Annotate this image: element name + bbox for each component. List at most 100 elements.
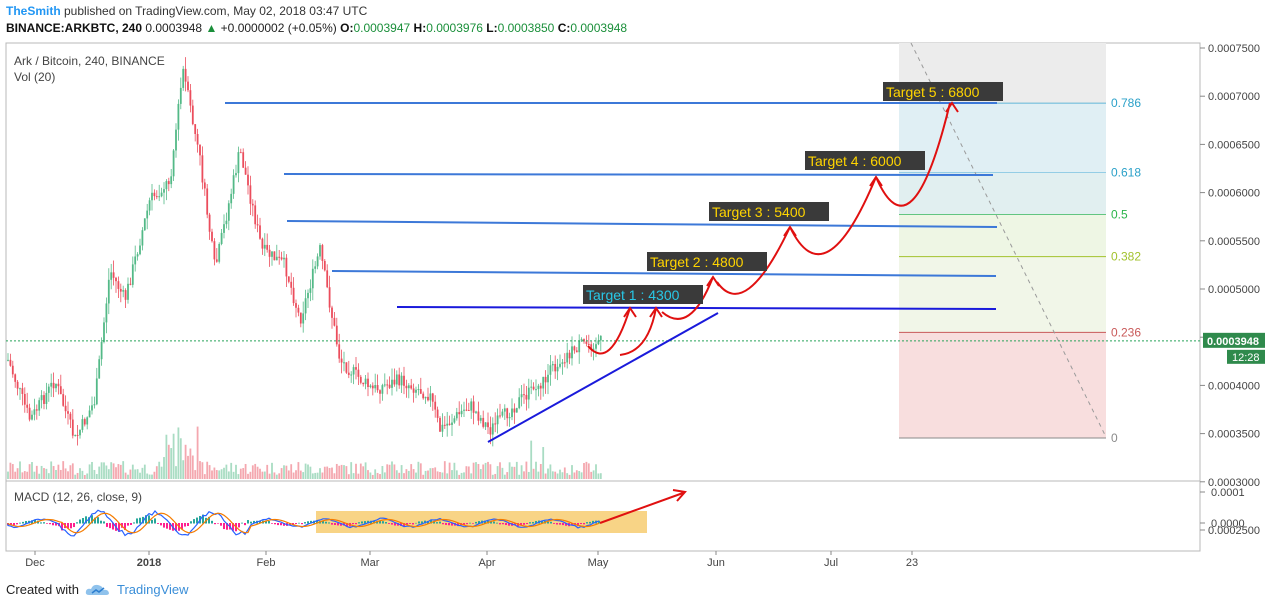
macd-histogram-bar bbox=[550, 521, 552, 524]
price-candle bbox=[67, 411, 69, 414]
price-candle bbox=[386, 384, 389, 386]
price-axis-label: 0.0003000 bbox=[1208, 477, 1260, 489]
price-candle bbox=[175, 129, 177, 151]
price-candle bbox=[16, 381, 19, 389]
price-candle bbox=[179, 87, 182, 104]
tradingview-link[interactable]: TradingView bbox=[116, 582, 189, 597]
price-candle bbox=[335, 325, 338, 345]
close-label: C: bbox=[557, 21, 571, 35]
price-candle bbox=[206, 188, 209, 215]
price-candle bbox=[515, 408, 518, 413]
volume-bar bbox=[187, 455, 189, 479]
price-candle bbox=[107, 279, 110, 304]
macd-histogram-bar bbox=[166, 523, 168, 529]
price-candle bbox=[223, 224, 225, 233]
price-candle bbox=[362, 382, 365, 385]
macd-histogram-bar bbox=[553, 523, 555, 524]
author-name[interactable]: TheSmith bbox=[6, 4, 61, 18]
volume-bar bbox=[136, 469, 139, 479]
volume-bar bbox=[172, 433, 175, 479]
price-candle bbox=[537, 385, 540, 390]
volume-bar bbox=[285, 465, 288, 479]
price-candle bbox=[419, 389, 422, 394]
price-candle bbox=[139, 245, 141, 255]
volume-bar bbox=[424, 470, 427, 479]
macd-histogram-bar bbox=[499, 523, 501, 525]
volume-bar bbox=[259, 468, 261, 479]
volume-bar bbox=[74, 474, 77, 479]
price-candle bbox=[575, 350, 578, 353]
volume-bar bbox=[124, 472, 127, 479]
volume-bar bbox=[458, 474, 461, 479]
price-candle bbox=[225, 220, 228, 225]
macd-histogram-bar bbox=[409, 523, 411, 524]
volume-bar bbox=[129, 469, 132, 479]
volume-bar bbox=[230, 462, 233, 479]
price-candle bbox=[352, 367, 355, 375]
price-candle bbox=[299, 312, 302, 324]
price-candle bbox=[544, 376, 547, 383]
macd-histogram-bar bbox=[478, 521, 480, 524]
volume-bar bbox=[26, 471, 29, 479]
target-label: Target 1 : 4300 bbox=[586, 287, 680, 303]
macd-histogram-bar bbox=[523, 523, 525, 525]
macd-histogram-bar bbox=[232, 523, 234, 531]
volume-bar bbox=[527, 471, 530, 479]
volume-bar bbox=[220, 469, 223, 479]
volume-bar bbox=[352, 473, 355, 479]
price-candle bbox=[326, 270, 329, 288]
volume-bar bbox=[544, 473, 547, 479]
macd-histogram-bar bbox=[514, 523, 516, 526]
price-candle bbox=[585, 341, 588, 344]
macd-histogram-bar bbox=[502, 523, 504, 525]
price-candle bbox=[184, 68, 187, 82]
price-candle bbox=[539, 385, 542, 389]
target-label: Target 5 : 6800 bbox=[886, 84, 980, 100]
macd-histogram-bar bbox=[157, 523, 159, 524]
volume-bar bbox=[561, 472, 564, 479]
macd-histogram-bar bbox=[73, 523, 75, 528]
volume-bar bbox=[436, 471, 439, 479]
price-candle bbox=[55, 383, 57, 389]
price-candle bbox=[484, 422, 487, 427]
volume-bar bbox=[225, 464, 228, 479]
price-candle bbox=[79, 429, 81, 436]
volume-bar bbox=[566, 473, 569, 479]
price-candle bbox=[559, 363, 561, 367]
volume-bar bbox=[331, 467, 333, 479]
price-candle bbox=[405, 385, 408, 389]
macd-histogram-bar bbox=[154, 518, 156, 524]
macd-histogram-bar bbox=[184, 523, 186, 527]
price-candle bbox=[388, 384, 391, 388]
publish-info: published on TradingView.com, May 02, 20… bbox=[60, 4, 368, 18]
macd-histogram-bar bbox=[283, 523, 285, 526]
volume-bar bbox=[223, 467, 225, 479]
volume-bar bbox=[503, 474, 506, 479]
projection-arrow bbox=[587, 307, 631, 355]
macd-histogram-bar bbox=[82, 518, 84, 524]
chart-legend: Ark / Bitcoin, 240, BINANCE Vol (20) bbox=[14, 53, 165, 85]
price-candle bbox=[369, 385, 372, 388]
price-candle bbox=[103, 322, 105, 342]
macd-histogram-bar bbox=[160, 523, 162, 526]
price-candle bbox=[127, 283, 129, 300]
volume-bar bbox=[316, 472, 319, 479]
price-candle bbox=[333, 317, 336, 326]
fib-level-label: 0.236 bbox=[1111, 325, 1141, 339]
price-candle bbox=[465, 409, 468, 411]
price-candle bbox=[448, 423, 451, 425]
price-candle bbox=[220, 232, 223, 244]
low-label: L: bbox=[486, 21, 498, 35]
macd-histogram-bar bbox=[565, 523, 567, 526]
volume-bar bbox=[21, 472, 24, 479]
price-candle bbox=[383, 384, 386, 386]
countdown-badge bbox=[1227, 349, 1265, 364]
volume-bar bbox=[148, 474, 151, 479]
volume-bar bbox=[391, 461, 393, 479]
price-candle bbox=[304, 298, 307, 314]
volume-bar bbox=[177, 427, 180, 479]
arrow-head-icon bbox=[672, 489, 687, 502]
price-candle bbox=[263, 244, 266, 249]
price-candle bbox=[211, 231, 213, 242]
